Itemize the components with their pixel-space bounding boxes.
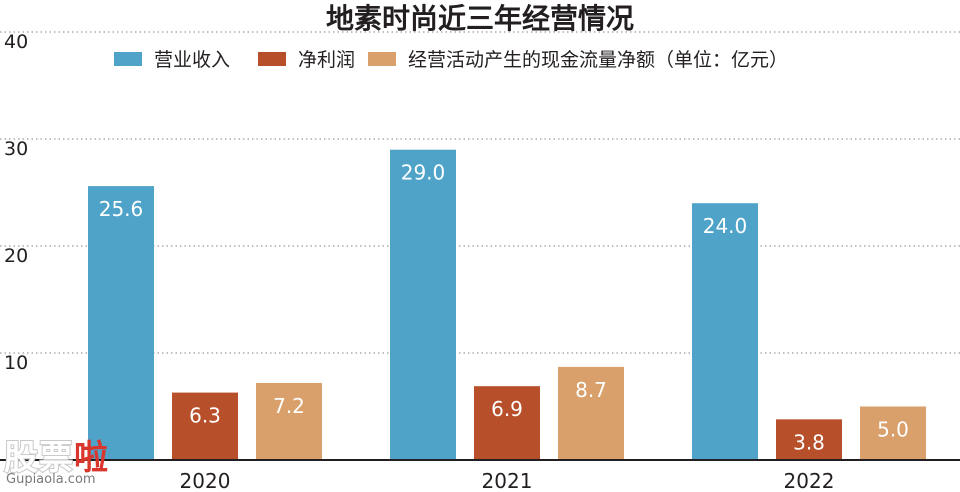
x-tick-label: 2021 [482, 469, 533, 492]
x-tick-label: 2020 [180, 469, 231, 492]
legend-swatch [258, 52, 286, 66]
x-axis-labels: 2020 2021 2022 [180, 469, 835, 492]
bar [558, 366, 624, 460]
legend-label: 经营活动产生的现金流量净额（单位：亿元） [408, 49, 788, 71]
chart-title: 地素时尚近三年经营情况 [326, 2, 634, 35]
y-axis-ticks: 10 20 30 40 [4, 31, 28, 374]
y-tick-label: 40 [4, 31, 28, 53]
bar [776, 419, 842, 460]
legend: 营业收入 净利润 经营活动产生的现金流量净额（单位：亿元） [114, 49, 788, 71]
bar-value-label: 6.3 [189, 404, 221, 428]
y-tick-label: 30 [4, 138, 28, 160]
bars: 25.6 6.3 7.2 29.0 6.9 8.7 24.0 3.8 5.0 [88, 149, 926, 460]
x-tick-label: 2022 [784, 469, 835, 492]
bar-value-label: 7.2 [273, 394, 305, 418]
bar [692, 203, 758, 460]
watermark-url: Gupiaola.com [6, 472, 96, 487]
watermark-char-1: 股 [3, 437, 39, 479]
bar [88, 186, 154, 460]
bar-value-label: 5.0 [877, 418, 909, 442]
y-tick-label: 10 [4, 352, 28, 374]
watermark-text: 股票啦 [3, 430, 109, 479]
y-tick-label: 20 [4, 245, 28, 267]
bar-value-label: 6.9 [491, 397, 523, 421]
bar-value-label: 8.7 [575, 378, 607, 402]
legend-swatch [114, 52, 142, 66]
bar [474, 386, 540, 460]
bar [390, 149, 456, 460]
watermark-char-3: 啦 [74, 438, 109, 478]
legend-label: 净利润 [298, 49, 355, 71]
bar [860, 406, 926, 460]
watermark-char-2: 票 [38, 437, 74, 479]
bar [172, 392, 238, 460]
bar [256, 382, 322, 460]
bar-value-label: 29.0 [401, 161, 446, 185]
legend-label: 营业收入 [154, 49, 230, 71]
bar-value-label: 25.6 [99, 197, 144, 221]
bar-value-label: 24.0 [703, 214, 748, 238]
bar-value-label: 3.8 [793, 430, 825, 454]
legend-swatch [368, 52, 396, 66]
